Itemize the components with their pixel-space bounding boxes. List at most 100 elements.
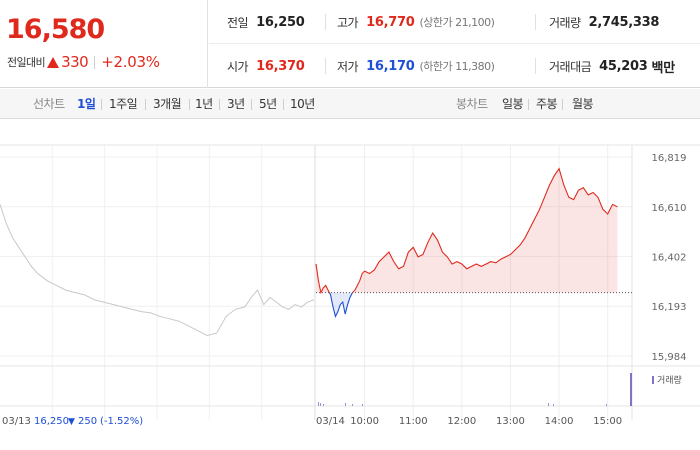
divider: [251, 99, 252, 110]
y-tick-label: 16,402: [652, 252, 687, 263]
current-price: 16,580: [6, 14, 105, 45]
quote-header: 16,580 전일대비 330 +2.03% 전일 16,250 고가 16,7…: [0, 0, 700, 88]
down-area: [329, 292, 353, 317]
prev-day-change-label: 250: [78, 416, 97, 427]
open-label: 시가: [227, 59, 249, 74]
price-box: 16,580 전일대비 330 +2.03%: [0, 0, 208, 88]
x-axis-labels: 03/13 16,250 ▼ 250 (-1.52%) 03/14 10:00 11:00 12…: [2, 416, 622, 427]
prev-close-value: 16,250: [256, 14, 305, 30]
volume-bar: [345, 403, 346, 406]
volume-bar: [362, 404, 363, 406]
y-tick-label: 15,984: [652, 352, 687, 363]
low-cell: 저가 16,170 (하한가 11,380): [337, 44, 495, 88]
divider: [535, 14, 536, 30]
amount-unit: 백만: [651, 60, 676, 76]
x-tick-label: 13:00: [496, 416, 525, 427]
open-value: 16,370: [256, 58, 305, 74]
divider: [101, 99, 102, 110]
y-tick-label: 16,193: [652, 302, 687, 313]
divider: [219, 99, 220, 110]
divider: [145, 99, 146, 110]
price-chart[interactable]: 16,819 16,610 16,402 16,193 15,984 거래량 03/13…: [0, 120, 700, 450]
divider: [325, 58, 326, 74]
divider: [325, 14, 326, 30]
volume-bar: [548, 403, 549, 406]
up-area: [352, 168, 618, 293]
prev-close-cell: 전일 16,250: [227, 0, 305, 44]
info-row-2: 시가 16,370 저가 16,170 (하한가 11,380) 거래대금 45…: [209, 44, 700, 88]
divider: [283, 99, 284, 110]
low-value: 16,170: [366, 58, 415, 74]
today-down-line: [328, 292, 353, 318]
chart-toolbar: 선차트 1일 1주일 3개월 1년 3년 5년 10년 봉차트 일봉 주봉 월봉: [0, 89, 700, 119]
amount-cell: 거래대금 45,203 백만: [549, 44, 675, 88]
amount-label: 거래대금: [549, 59, 592, 74]
lower-limit: (하한가 11,380): [419, 60, 495, 73]
volume-bar: [320, 403, 321, 406]
period-1d[interactable]: 1일: [77, 97, 96, 111]
volume-label: 거래량: [549, 15, 581, 30]
amount-value: 45,203: [599, 58, 648, 74]
volume-bar: [630, 373, 632, 406]
y-axis-labels: 16,819 16,610 16,402 16,193 15,984: [652, 153, 687, 363]
high-value: 16,770: [366, 14, 415, 30]
today-date-label: 03/14: [316, 416, 345, 427]
volume-bar: [352, 404, 353, 406]
x-tick-label: 12:00: [447, 416, 476, 427]
volume-value: 2,745,338: [588, 14, 660, 30]
volume-bar: [553, 404, 554, 406]
prev-day-close-label: 16,250: [34, 416, 69, 427]
period-10y[interactable]: 10년: [290, 97, 315, 111]
x-tick-label: 14:00: [545, 416, 574, 427]
chart-area-group: [316, 168, 618, 317]
volume-bar: [318, 402, 319, 406]
volume-legend-label: 거래량: [657, 374, 682, 386]
low-label: 저가: [337, 59, 359, 74]
info-row-1: 전일 16,250 고가 16,770 (상한가 21,100) 거래량 2,7…: [209, 0, 700, 44]
chart-grid: [0, 144, 700, 420]
high-label: 고가: [337, 15, 359, 30]
volume-cell: 거래량 2,745,338: [549, 0, 659, 44]
volume-bar: [606, 404, 607, 406]
candle-weekly[interactable]: 주봉: [536, 97, 558, 111]
upper-limit: (상한가 21,100): [419, 16, 495, 29]
x-tick-label: 11:00: [399, 416, 428, 427]
x-tick-label: 15:00: [593, 416, 622, 427]
divider: [562, 99, 563, 110]
volume-panel: 거래량: [0, 365, 700, 407]
change-value: 330: [61, 53, 89, 71]
high-cell: 고가 16,770 (상한가 21,100): [337, 0, 495, 44]
period-1w[interactable]: 1주일: [109, 97, 138, 111]
period-3m[interactable]: 3개월: [153, 97, 182, 111]
line-chart-label: 선차트: [33, 97, 65, 111]
candle-monthly[interactable]: 월봉: [572, 97, 594, 111]
up-arrow-icon: [47, 56, 60, 68]
period-3y[interactable]: 3년: [227, 97, 245, 111]
period-5y[interactable]: 5년: [259, 97, 277, 111]
candle-chart-label: 봉차트: [456, 97, 488, 111]
quote-info-grid: 전일 16,250 고가 16,770 (상한가 21,100) 거래량 2,7…: [209, 0, 700, 88]
volume-legend-swatch: [652, 376, 654, 384]
change-row: 전일대비 330 +2.03%: [7, 53, 160, 71]
prev-day-line: [0, 204, 315, 337]
divider: [535, 58, 536, 74]
prev-day-date-label: 03/13: [2, 416, 31, 427]
candle-daily[interactable]: 일봉: [502, 97, 524, 111]
volume-bar: [323, 404, 324, 406]
y-tick-label: 16,610: [652, 203, 687, 214]
divider: [528, 99, 529, 110]
open-cell: 시가 16,370: [227, 44, 305, 88]
period-1y[interactable]: 1년: [195, 97, 213, 111]
prev-day-change-pct-label: (-1.52%): [100, 416, 143, 427]
y-tick-label: 16,819: [652, 153, 687, 164]
divider: [189, 99, 190, 110]
prev-close-label: 전일: [227, 15, 249, 30]
down-arrow-icon: ▼: [68, 417, 75, 427]
today-up-line: [315, 263, 330, 295]
x-tick-label: 10:00: [350, 416, 379, 427]
today-up-line: [352, 167, 618, 293]
divider: [94, 55, 96, 69]
change-label: 전일대비: [7, 56, 46, 69]
chart-lines-group: [0, 167, 618, 337]
